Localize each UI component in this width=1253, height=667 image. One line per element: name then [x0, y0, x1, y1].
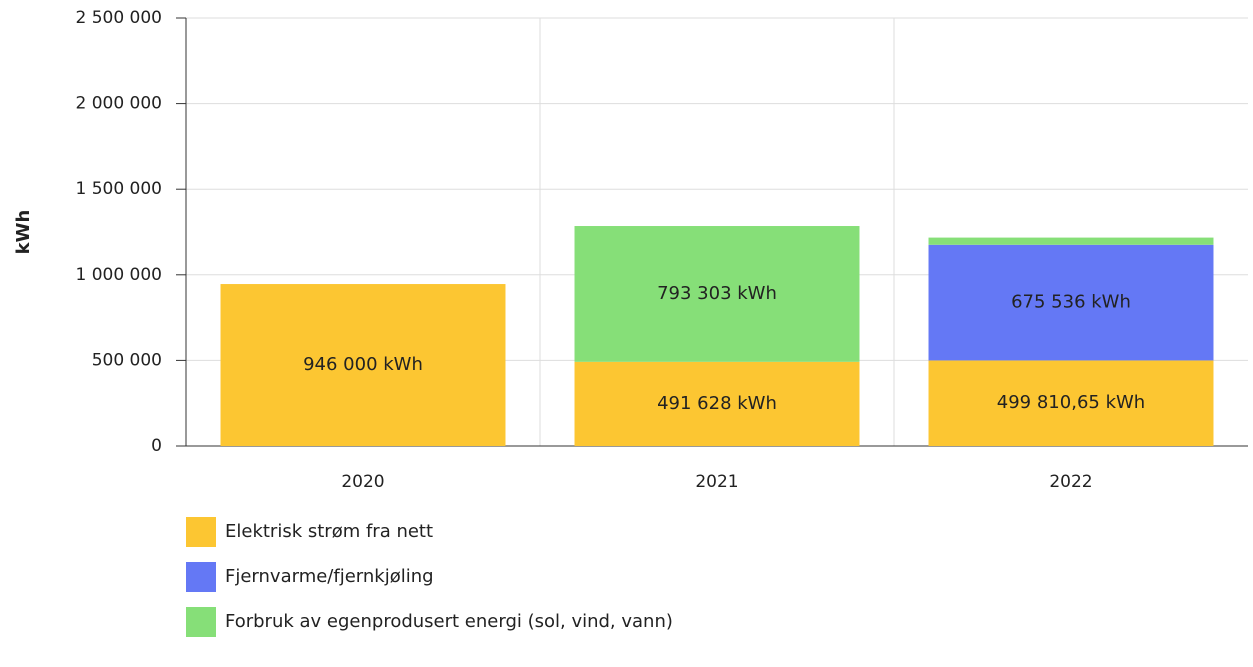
data-label: 499 810,65 kWh	[997, 392, 1145, 413]
bar-segment	[928, 237, 1214, 245]
legend-label: Forbruk av egenprodusert energi (sol, vi…	[225, 611, 673, 632]
data-label: 793 303 kWh	[657, 283, 777, 304]
x-tick-label: 2020	[341, 472, 384, 492]
y-axis-label: kWh	[13, 210, 34, 255]
y-tick-label: 500 000	[92, 350, 162, 370]
data-label: 675 536 kWh	[1011, 292, 1131, 313]
bar-segment	[574, 361, 860, 446]
x-tick-label: 2022	[1049, 472, 1092, 492]
y-tick-label: 0	[151, 436, 162, 456]
bar-segment	[574, 226, 860, 362]
legend-swatch	[186, 607, 216, 637]
bar-segment	[928, 244, 1214, 361]
bar-segment	[928, 360, 1214, 446]
legend-label: Elektrisk strøm fra nett	[225, 521, 433, 542]
y-tick-label: 1 000 000	[75, 265, 162, 285]
y-tick-label: 2 000 000	[75, 94, 162, 114]
y-tick-label: 1 500 000	[75, 179, 162, 199]
data-label: 491 628 kWh	[657, 393, 777, 414]
x-tick-label: 2021	[695, 472, 738, 492]
legend-swatch	[186, 562, 216, 592]
data-label: 946 000 kWh	[303, 354, 423, 375]
y-tick-label: 2 500 000	[75, 8, 162, 28]
legend-swatch	[186, 517, 216, 547]
bar-segment	[220, 284, 506, 446]
legend-label: Fjernvarme/fjernkjøling	[225, 566, 434, 587]
